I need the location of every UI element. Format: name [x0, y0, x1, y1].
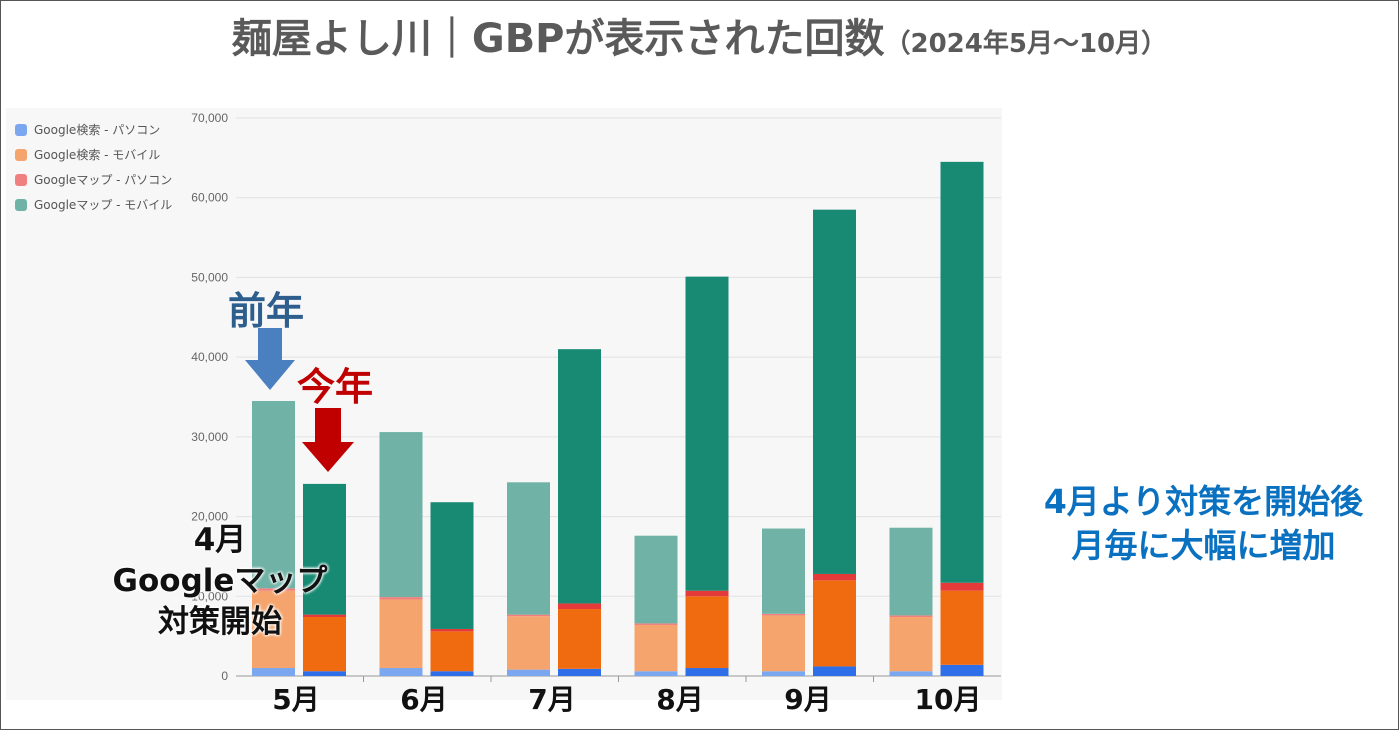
bar-current-9m-series-2 — [813, 573, 856, 581]
bar-previous-10m-series-0 — [889, 671, 933, 676]
arrow-this-year — [302, 408, 354, 472]
bar-current-7m-series-3 — [558, 349, 601, 604]
month-label-8: 8月 — [656, 683, 704, 716]
bar-current-6m-series-0 — [430, 671, 474, 676]
bar-previous-7m-series-2 — [507, 614, 550, 617]
bar-current-5m-series-2 — [303, 614, 346, 618]
bar-previous-5m-series-0 — [252, 668, 295, 676]
legend-swatch-3 — [15, 199, 27, 211]
y-tick-label-5: 50,000 — [191, 270, 228, 284]
y-tick-label-6: 60,000 — [191, 191, 228, 205]
legend-swatch-1 — [15, 149, 27, 161]
bar-previous-10m-series-1 — [889, 617, 933, 672]
bar-previous-8m-series-3 — [634, 535, 678, 624]
bar-current-8m-series-2 — [685, 590, 729, 597]
legend-label-1: Google検索 - モバイル — [34, 148, 160, 162]
bar-previous-9m-series-1 — [762, 615, 805, 672]
bar-previous-7m-series-1 — [507, 616, 550, 670]
bar-current-10m-series-3 — [940, 161, 984, 583]
bar-current-8m-series-1 — [685, 596, 729, 669]
annotation-start-note: 4月 Googleマップ 対策開始 — [60, 520, 380, 643]
slide-title: 麺屋よし川｜GBPが表示された回数（2024年5月～10月） — [0, 6, 1399, 64]
growth-note-line-2: 月毎に大幅に増加 — [1071, 526, 1336, 565]
legend-swatch-2 — [15, 174, 27, 186]
bar-previous-7m-series-3 — [507, 482, 550, 615]
bar-previous-5m-series-2 — [252, 588, 295, 591]
y-tick-label-4: 40,000 — [191, 350, 228, 364]
month-label-6: 6月 — [400, 683, 448, 716]
bar-previous-8m-series-1 — [634, 624, 678, 672]
y-tick-label-1: 10,000 — [191, 589, 228, 603]
bar-previous-8m-series-0 — [634, 671, 678, 676]
bar-current-9m-series-0 — [813, 666, 856, 676]
growth-note-line-1: 4月より対策を開始後 — [1043, 482, 1364, 521]
bar-current-6m-series-1 — [430, 631, 474, 672]
annotation-previous-year: 前年 — [228, 289, 305, 333]
bar-current-6m-series-2 — [430, 628, 474, 632]
y-tick-label-7: 70,000 — [191, 111, 228, 125]
start-note-line-1: 4月 — [193, 522, 247, 558]
title-period: （2024年5月～10月） — [884, 29, 1168, 59]
bar-previous-5m-series-3 — [252, 400, 295, 589]
bar-current-7m-series-0 — [558, 668, 601, 676]
month-label-9: 9月 — [784, 683, 832, 716]
bar-previous-6m-series-2 — [379, 597, 423, 600]
bar-current-5m-series-3 — [303, 483, 346, 615]
legend-label-3: Googleマップ - モバイル — [34, 198, 172, 212]
bar-previous-9m-series-3 — [762, 528, 805, 614]
bar-current-8m-series-0 — [685, 668, 729, 676]
annotation-growth-note: 4月より対策を開始後 月毎に大幅に増加 — [1008, 480, 1399, 568]
bar-previous-9m-series-0 — [762, 671, 805, 676]
arrow-previous-year — [245, 328, 295, 390]
legend-swatch-0 — [15, 124, 27, 136]
bar-previous-6m-series-0 — [379, 668, 423, 676]
bar-current-10m-series-1 — [940, 590, 984, 665]
bar-current-5m-series-1 — [303, 617, 346, 672]
bar-previous-6m-series-1 — [379, 599, 423, 669]
bar-current-10m-series-2 — [940, 582, 984, 591]
start-note-line-3: 対策開始 — [158, 604, 282, 640]
legend-label-0: Google検索 - パソコン — [34, 123, 160, 137]
title-main: 麺屋よし川｜GBPが表示された回数 — [231, 16, 885, 62]
legend-label-2: Googleマップ - パソコン — [34, 173, 172, 187]
bar-current-7m-series-1 — [558, 609, 601, 669]
month-label-10: 10月 — [914, 683, 982, 716]
month-label-5: 5月 — [272, 683, 320, 716]
bar-previous-10m-series-3 — [889, 527, 933, 616]
bar-previous-9m-series-2 — [762, 613, 805, 616]
bar-current-7m-series-2 — [558, 603, 601, 610]
annotation-this-year: 今年 — [297, 365, 374, 409]
bar-current-9m-series-3 — [813, 209, 856, 574]
bar-current-10m-series-0 — [940, 664, 984, 676]
bar-current-6m-series-3 — [430, 502, 474, 629]
y-tick-label-0: 0 — [221, 669, 228, 683]
y-tick-label-2: 20,000 — [191, 510, 228, 524]
bar-current-5m-series-0 — [303, 671, 346, 676]
bar-previous-7m-series-0 — [507, 669, 550, 676]
start-note-line-2: Googleマップ — [112, 563, 328, 599]
bar-current-9m-series-1 — [813, 580, 856, 667]
bar-previous-5m-series-1 — [252, 590, 295, 669]
month-label-7: 7月 — [528, 683, 576, 716]
bar-previous-10m-series-2 — [889, 615, 933, 618]
y-tick-label-3: 30,000 — [191, 430, 228, 444]
bar-current-8m-series-3 — [685, 276, 729, 591]
bar-previous-8m-series-2 — [634, 623, 678, 625]
bar-previous-6m-series-3 — [379, 432, 423, 598]
